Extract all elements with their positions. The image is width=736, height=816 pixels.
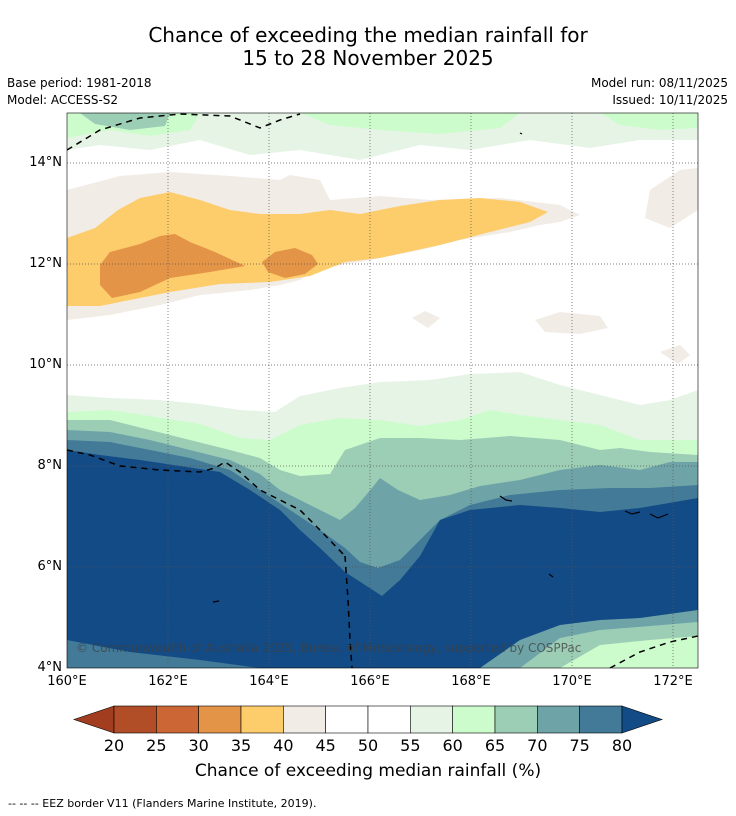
eez-footnote: -- -- -- EEZ border V11 (Flanders Marine…	[8, 797, 317, 810]
chart-title-line1: Chance of exceeding the median rainfall …	[148, 23, 588, 47]
colorbar-cell-65-70	[494, 705, 538, 734]
colorbar-cell-20-25	[113, 705, 157, 734]
contour-band-40-45-patch1	[535, 312, 608, 334]
lat-label-10n: 10°N	[29, 357, 62, 372]
lat-label-8n: 8°N	[37, 458, 63, 473]
contour-band-30-35-west	[100, 234, 245, 298]
colorbar-arrow-high	[621, 705, 663, 734]
colorbar-cell-35-40	[240, 705, 284, 734]
contour-band-65-north	[67, 113, 698, 138]
lon-label-162e: 162°E	[148, 674, 188, 689]
colorbar-tick-55: 55	[400, 736, 421, 755]
lon-label-160e: 160°E	[47, 674, 87, 689]
lon-label-172e: 172°E	[653, 674, 693, 689]
islands	[212, 132, 669, 603]
colorbar-tick-60: 60	[442, 736, 463, 755]
colorbar-tick-30: 30	[188, 736, 209, 755]
colorbar-tick-70: 70	[527, 736, 548, 755]
contour-band-60-north	[67, 113, 698, 160]
model-run-text: Model run: 08/11/2025	[590, 76, 728, 90]
colorbar-cell-55-60	[410, 705, 453, 734]
colorbar-tick-65: 65	[484, 736, 506, 755]
lat-label-14n: 14°N	[29, 155, 62, 170]
contour-band-35-40	[67, 192, 548, 306]
model-text: Model: ACCESS-S2	[7, 93, 119, 107]
copyright-text: © Commonwealth of Australia 2025, Bureau…	[76, 641, 582, 655]
colorbar-cell-70-75	[537, 705, 580, 734]
colorbar-tick-40: 40	[273, 736, 294, 755]
lon-label-164e: 164°E	[249, 674, 289, 689]
colorbar-tick-50: 50	[357, 736, 379, 755]
contour-band-70-north	[80, 113, 170, 130]
colorbar-cell-30-35	[198, 705, 242, 734]
colorbar-cell-50-55	[367, 705, 411, 734]
contour-band-40-45-patch2	[412, 311, 440, 328]
colorbar-label: Chance of exceeding median rainfall (%)	[194, 761, 542, 781]
colorbar-tick-75: 75	[569, 736, 590, 755]
contour-band-30-35-east	[262, 248, 318, 278]
eez-border	[67, 113, 698, 668]
contour-band-above-80	[67, 450, 698, 668]
lon-label-170e: 170°E	[552, 674, 592, 689]
colorbar-cell-75-80	[579, 705, 623, 734]
lon-label-168e: 168°E	[451, 674, 491, 689]
lat-label-6n: 6°N	[37, 559, 63, 574]
colorbar-tick-20: 20	[103, 736, 125, 755]
lat-label-4n: 4°N	[37, 660, 63, 675]
colorbar-tick-45: 45	[315, 736, 336, 755]
map-frame	[66, 112, 699, 669]
contour-band-south-75	[67, 640, 260, 668]
colorbar-tick-35: 35	[230, 736, 252, 755]
base-period-text: Base period: 1981-2018	[7, 76, 152, 90]
colorbar-tick-80: 80	[611, 736, 633, 755]
chart-title-line2: 15 to 28 November 2025	[242, 46, 494, 70]
colorbar-arrow-low	[73, 705, 115, 734]
colorbar-cell-40-45	[283, 705, 326, 734]
issued-text: Issued: 10/11/2025	[612, 93, 728, 107]
contour-band-40-45-patch3	[660, 345, 690, 364]
contour-band-40-45-east	[645, 168, 698, 228]
colorbar-cell-45-50	[325, 705, 369, 734]
colorbar-cell-25-30	[156, 705, 199, 734]
colorbar-tick-25: 25	[146, 736, 167, 755]
lat-label-12n: 12°N	[29, 256, 62, 271]
gridlines	[67, 113, 698, 668]
lon-label-166e: 166°E	[350, 674, 390, 689]
colorbar-cell-60-65	[452, 705, 496, 734]
